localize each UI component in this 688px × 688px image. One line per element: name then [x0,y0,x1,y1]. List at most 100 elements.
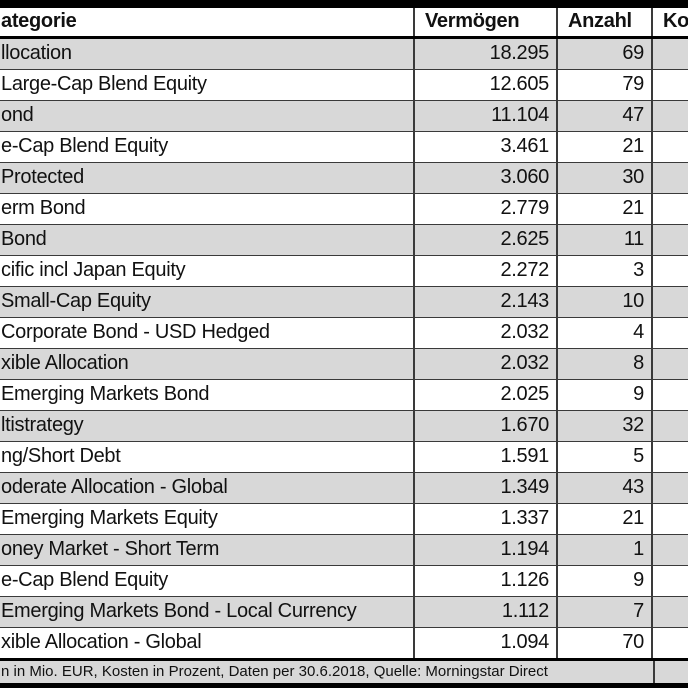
assets-cell: 12.605 [415,70,558,100]
assets-cell: 2.032 [415,349,558,379]
category-cell: llocation [0,39,415,69]
table-row: llocation 18.295 69 [0,39,688,70]
table-row: Small-Cap Equity 2.143 10 [0,287,688,318]
fund-category-table: ategorie Vermögen Anzahl Ko llocation 18.… [0,8,688,683]
category-cell: Large-Cap Blend Equity [0,70,415,100]
table-row: Emerging Markets Bond - Local Currency 1.… [0,597,688,628]
count-cell: 7 [558,597,653,627]
category-cell: e-Cap Blend Equity [0,566,415,596]
count-cell: 10 [558,287,653,317]
assets-cell: 2.025 [415,380,558,410]
table-row: Emerging Markets Bond 2.025 9 [0,380,688,411]
footnote-empty-cell [655,661,688,683]
category-cell: Small-Cap Equity [0,287,415,317]
category-cell: Bond [0,225,415,255]
table-row: e-Cap Blend Equity 3.461 21 [0,132,688,163]
assets-cell: 2.143 [415,287,558,317]
table-footnote-row: n in Mio. EUR, Kosten in Prozent, Daten … [0,661,688,683]
count-cell: 30 [558,163,653,193]
count-cell: 21 [558,132,653,162]
costs-cell [653,132,688,162]
count-cell: 21 [558,504,653,534]
costs-cell [653,256,688,286]
costs-cell [653,597,688,627]
assets-cell: 1.349 [415,473,558,503]
assets-cell: 3.060 [415,163,558,193]
count-cell: 9 [558,380,653,410]
category-cell: oney Market - Short Term [0,535,415,565]
assets-cell: 1.094 [415,628,558,658]
category-cell: ltistrategy [0,411,415,441]
costs-cell [653,163,688,193]
table-row: ltistrategy 1.670 32 [0,411,688,442]
assets-cell: 3.461 [415,132,558,162]
table-row: cific incl Japan Equity 2.272 3 [0,256,688,287]
assets-cell: 1.194 [415,535,558,565]
table-row: erm Bond 2.779 21 [0,194,688,225]
table-row: oney Market - Short Term 1.194 1 [0,535,688,566]
category-cell: Emerging Markets Bond - Local Currency [0,597,415,627]
header-kategorie: ategorie [0,8,415,36]
table-row: Corporate Bond - USD Hedged 2.032 4 [0,318,688,349]
count-cell: 21 [558,194,653,224]
count-cell: 47 [558,101,653,131]
table-row: ond 11.104 47 [0,101,688,132]
costs-cell [653,628,688,658]
count-cell: 43 [558,473,653,503]
table-row: Bond 2.625 11 [0,225,688,256]
count-cell: 69 [558,39,653,69]
category-cell: xible Allocation [0,349,415,379]
costs-cell [653,411,688,441]
count-cell: 9 [558,566,653,596]
costs-cell [653,504,688,534]
costs-cell [653,566,688,596]
assets-cell: 2.625 [415,225,558,255]
costs-cell [653,287,688,317]
table-row: ng/Short Debt 1.591 5 [0,442,688,473]
costs-cell [653,473,688,503]
count-cell: 1 [558,535,653,565]
count-cell: 79 [558,70,653,100]
footnote-text: n in Mio. EUR, Kosten in Prozent, Daten … [0,661,655,683]
header-vermoegen: Vermögen [415,8,558,36]
assets-cell: 1.337 [415,504,558,534]
table-row: Protected 3.060 30 [0,163,688,194]
assets-cell: 18.295 [415,39,558,69]
category-cell: oderate Allocation - Global [0,473,415,503]
category-cell: Protected [0,163,415,193]
table-row: xible Allocation - Global 1.094 70 [0,628,688,661]
table-row: Emerging Markets Equity 1.337 21 [0,504,688,535]
table-row: xible Allocation 2.032 8 [0,349,688,380]
costs-cell [653,194,688,224]
category-cell: Emerging Markets Equity [0,504,415,534]
category-cell: e-Cap Blend Equity [0,132,415,162]
count-cell: 70 [558,628,653,658]
assets-cell: 1.126 [415,566,558,596]
count-cell: 11 [558,225,653,255]
count-cell: 32 [558,411,653,441]
table-row: Large-Cap Blend Equity 12.605 79 [0,70,688,101]
costs-cell [653,225,688,255]
category-cell: xible Allocation - Global [0,628,415,658]
costs-cell [653,39,688,69]
costs-cell [653,101,688,131]
category-cell: Emerging Markets Bond [0,380,415,410]
costs-cell [653,380,688,410]
count-cell: 5 [558,442,653,472]
costs-cell [653,318,688,348]
assets-cell: 1.591 [415,442,558,472]
assets-cell: 11.104 [415,101,558,131]
table-row: oderate Allocation - Global 1.349 43 [0,473,688,504]
assets-cell: 2.032 [415,318,558,348]
category-cell: ond [0,101,415,131]
assets-cell: 1.112 [415,597,558,627]
costs-cell [653,442,688,472]
costs-cell [653,349,688,379]
assets-cell: 1.670 [415,411,558,441]
count-cell: 4 [558,318,653,348]
table-header-row: ategorie Vermögen Anzahl Ko [0,8,688,39]
table-body: llocation 18.295 69 Large-Cap Blend Equity 1… [0,39,688,661]
count-cell: 3 [558,256,653,286]
header-kosten: Ko [663,10,688,32]
